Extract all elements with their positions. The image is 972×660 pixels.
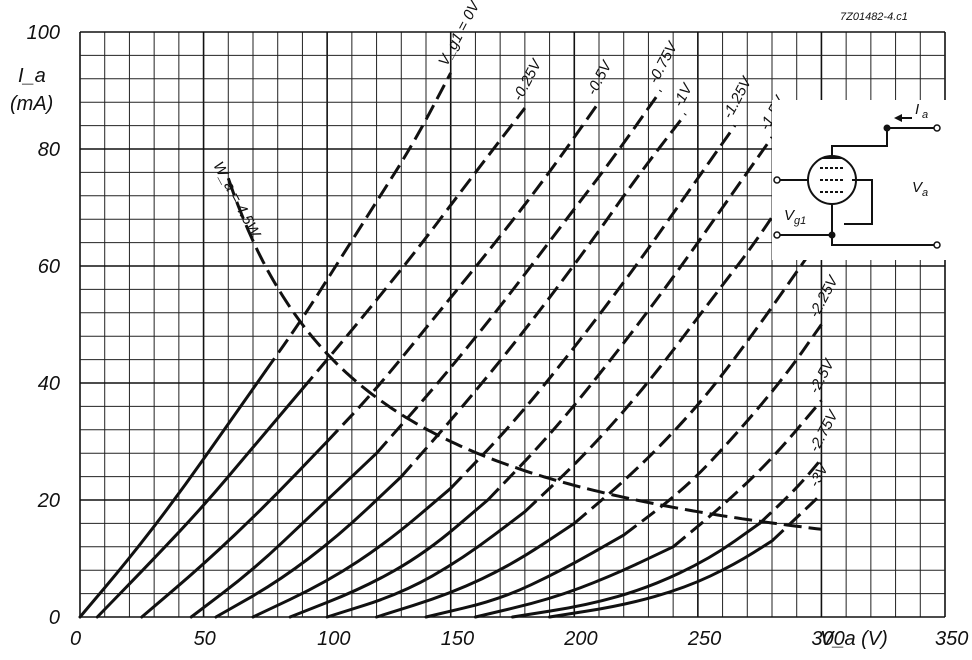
curve-label: -3V: [806, 460, 833, 490]
dissipation-limit: [226, 177, 822, 531]
terminal: [933, 241, 941, 249]
grid: [79, 31, 946, 618]
curve-dashed: [264, 72, 453, 373]
y-tick-label: 0: [49, 607, 60, 629]
y-axis-label: I_a: [18, 65, 46, 87]
x-tick-label: 350: [935, 628, 968, 650]
curve-dashed: [486, 136, 774, 502]
curve-solid: [140, 440, 329, 619]
curve-solid: [325, 510, 527, 619]
x-tick-label: 150: [441, 628, 474, 650]
figure-reference: 7Z01482-4.c1: [840, 11, 908, 23]
dissipation-limit-curve: [226, 177, 822, 531]
curve-dashed: [301, 107, 527, 390]
anode-wire: [831, 127, 937, 158]
node-dot: [883, 124, 891, 132]
curves: [78, 72, 823, 619]
curve-solid: [375, 521, 576, 619]
x-tick-label: 0: [70, 628, 81, 650]
curve-solid: [511, 521, 762, 619]
inset-ia-label: I: [915, 101, 919, 118]
x-tick-label: 250: [687, 628, 721, 650]
curve-solid: [214, 475, 403, 619]
curve-solid: [473, 545, 675, 619]
curve-dashed: [770, 493, 823, 543]
curve-solid: [424, 533, 626, 619]
curve-label: -1V: [670, 79, 697, 109]
x-tick-label: 100: [317, 628, 350, 650]
curve-label: -1.25V: [719, 73, 756, 122]
x-tick-label: 50: [194, 628, 216, 650]
node-dot: [828, 231, 836, 239]
axis-ticks: 0 50 100 150 200 250 300 350 0 20 40 60 80 100: [27, 22, 969, 650]
x-tick-label: 200: [563, 628, 597, 650]
x-tick-label: 300: [811, 628, 844, 650]
curve-dashed: [758, 458, 823, 525]
curve-label: -2.5V: [806, 355, 839, 396]
curve-label: -0.25V: [509, 55, 546, 104]
curve-dashed: [672, 399, 823, 548]
inset-ia-sub: a: [922, 109, 928, 121]
curve-dashed: [400, 112, 687, 478]
y-axis-title: I_a (mA): [10, 65, 53, 115]
curve-solid: [95, 387, 304, 619]
inset-va-sub: a: [922, 187, 928, 199]
cathode-wire: [831, 204, 937, 246]
y-tick-label: 60: [38, 256, 60, 278]
curve-dashed: [573, 235, 823, 525]
curve-label: -0.5V: [584, 57, 617, 98]
inset-va-label: V: [912, 179, 924, 196]
x-axis-label: V_a (V): [820, 628, 888, 650]
terminal: [933, 124, 941, 132]
curve-solid: [78, 369, 267, 619]
y-tick-label: 20: [37, 490, 60, 512]
terminal: [773, 176, 781, 184]
y-tick-label: 100: [27, 22, 60, 44]
curve-dashed: [523, 177, 798, 513]
y-tick-label: 80: [38, 139, 60, 161]
curve-dashed: [326, 101, 601, 443]
terminal: [773, 231, 781, 239]
power-limit-label: W_a = 4.5W: [209, 159, 264, 242]
y-axis-unit: (mA): [10, 93, 53, 115]
inset-vg-sub: g1: [794, 215, 806, 227]
circuit-inset: I a V a V g1: [772, 100, 952, 260]
curve-dashed: [622, 323, 823, 537]
curve-solid: [548, 539, 774, 619]
arrow-head-icon: [894, 114, 902, 122]
curve-dashed: [375, 89, 663, 455]
curve-solid: [189, 451, 379, 619]
curve-dashed: [449, 124, 737, 490]
inset-vg-label: V: [784, 207, 796, 224]
y-tick-label: 40: [38, 373, 60, 395]
curve-solid: [251, 486, 453, 619]
curve-label: V_g1 = 0V: [435, 0, 484, 69]
screen-wire: [844, 179, 873, 225]
curve-solid: [288, 498, 490, 619]
